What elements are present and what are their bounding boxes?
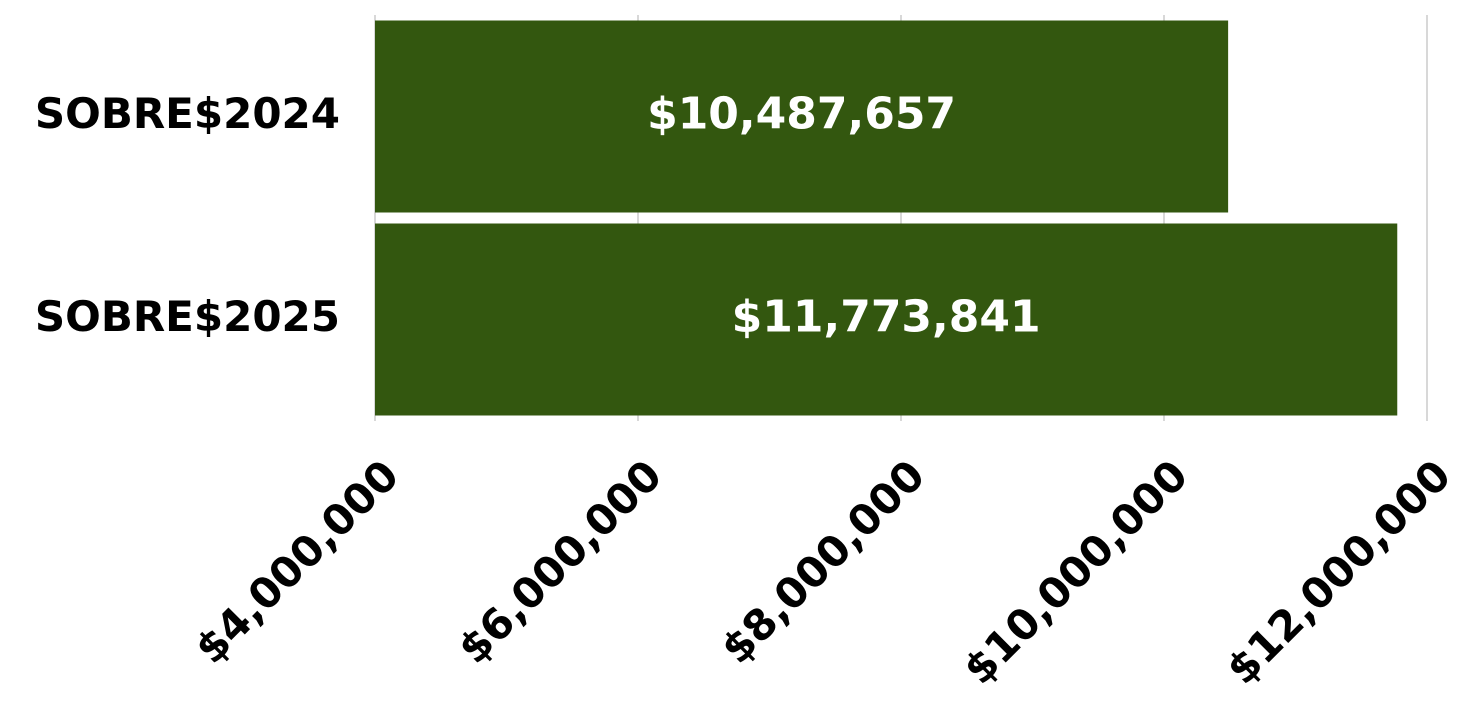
x-tick-label: $12,000,000 <box>1217 451 1460 694</box>
y-tick-label: SOBRE$2025 <box>35 292 340 341</box>
x-tick-label: $8,000,000 <box>712 451 935 674</box>
x-tick-label: $4,000,000 <box>186 451 409 674</box>
x-tick-label: $10,000,000 <box>954 451 1197 694</box>
value-label: $10,487,657 <box>647 89 956 140</box>
y-tick-label: SOBRE$2024 <box>35 89 340 138</box>
bar <box>375 223 1398 416</box>
bar <box>375 20 1229 213</box>
x-tick-label: $6,000,000 <box>449 451 672 674</box>
value-label: $11,773,841 <box>732 292 1041 343</box>
